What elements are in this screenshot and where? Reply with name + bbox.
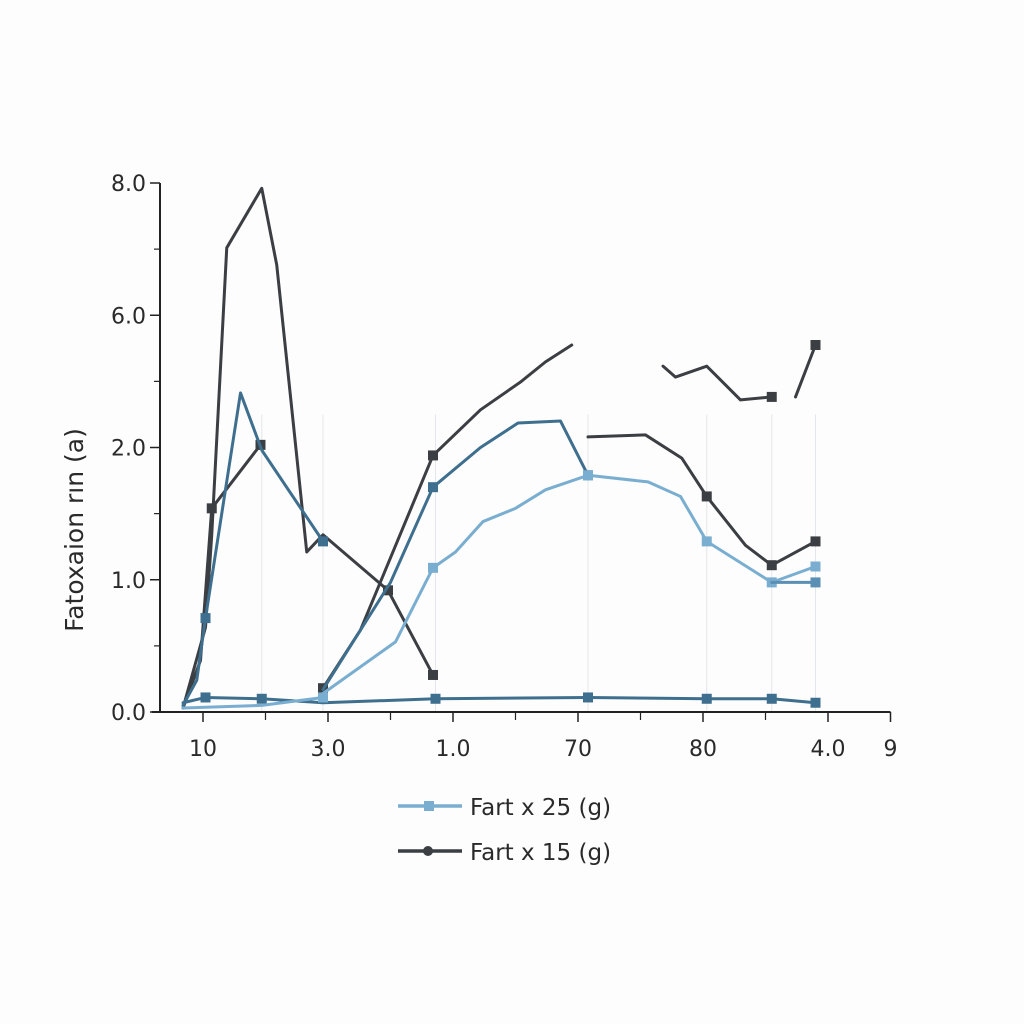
series-line [661,364,774,402]
series-line [181,695,325,710]
x-tick-label: 70 [564,737,592,762]
series-line [181,186,435,710]
data-point-marker [810,561,821,572]
legend-square-marker [424,801,434,811]
series-line [321,473,817,695]
data-point-marker [583,692,593,703]
series-line [321,343,574,690]
series-line [181,391,325,707]
series-7 [770,577,821,588]
legend-circle-marker [423,846,433,856]
series-3 [181,391,328,707]
y-tick-label: 1.0 [111,569,146,594]
series-11 [181,692,821,708]
data-point-marker [318,536,328,547]
y-tick-label: 0.0 [111,701,146,726]
legend: Fart x 25 (g) Fart x 15 (g) [398,795,611,866]
series-10 [794,340,821,399]
x-tick-label: 9 [884,737,898,762]
series-12 [181,692,328,710]
series-1 [181,186,438,710]
series-line [794,343,817,399]
series-6 [321,470,821,695]
data-point-marker [810,340,821,351]
data-point-marker [200,613,211,624]
axes: 0.0 1.0 2.0 6.0 8.0 10 3.0 1.0 70 80 4.0 9 [111,172,898,762]
legend-item-1: Fart x 25 (g) [398,795,611,821]
data-point-marker [206,503,217,514]
legend-item-2: Fart x 15 (g) [398,840,611,866]
data-point-marker [583,470,593,481]
data-point-marker [428,482,438,493]
series-4 [318,343,574,694]
data-point-marker [428,562,438,573]
y-tick-label: 6.0 [111,304,146,329]
data-point-marker [810,697,821,708]
series-line [181,443,262,710]
x-tick-label: 80 [689,737,717,762]
x-tick-label: 10 [189,737,217,762]
series-group [181,186,821,710]
series-9 [661,364,777,402]
legend-label: Fart x 15 (g) [470,840,611,866]
data-point-marker [428,669,438,680]
data-point-marker [701,693,712,704]
series-8 [586,433,821,571]
data-point-marker [383,585,393,596]
series-line [321,419,590,692]
x-tick-label: 3.0 [311,737,346,762]
series-5 [321,419,593,692]
data-point-marker [430,693,441,704]
data-point-marker [200,692,211,703]
legend-label: Fart x 25 (g) [470,795,611,821]
data-point-marker [701,491,712,502]
data-point-marker [810,536,821,547]
y-axis-title: Fatoxaion rın (a) [60,428,89,632]
y-tick-label: 8.0 [111,172,146,197]
gridlines [261,414,816,712]
data-point-marker [766,560,777,571]
data-point-marker [766,693,777,704]
x-tick-label: 4.0 [811,737,846,762]
data-point-marker [318,692,328,703]
data-point-marker [810,577,821,588]
data-point-marker [701,536,712,547]
x-tick-label: 1.0 [436,737,471,762]
data-point-marker [766,391,777,402]
data-point-marker [256,693,267,704]
data-point-marker [428,450,438,461]
y-tick-label: 2.0 [111,437,146,462]
